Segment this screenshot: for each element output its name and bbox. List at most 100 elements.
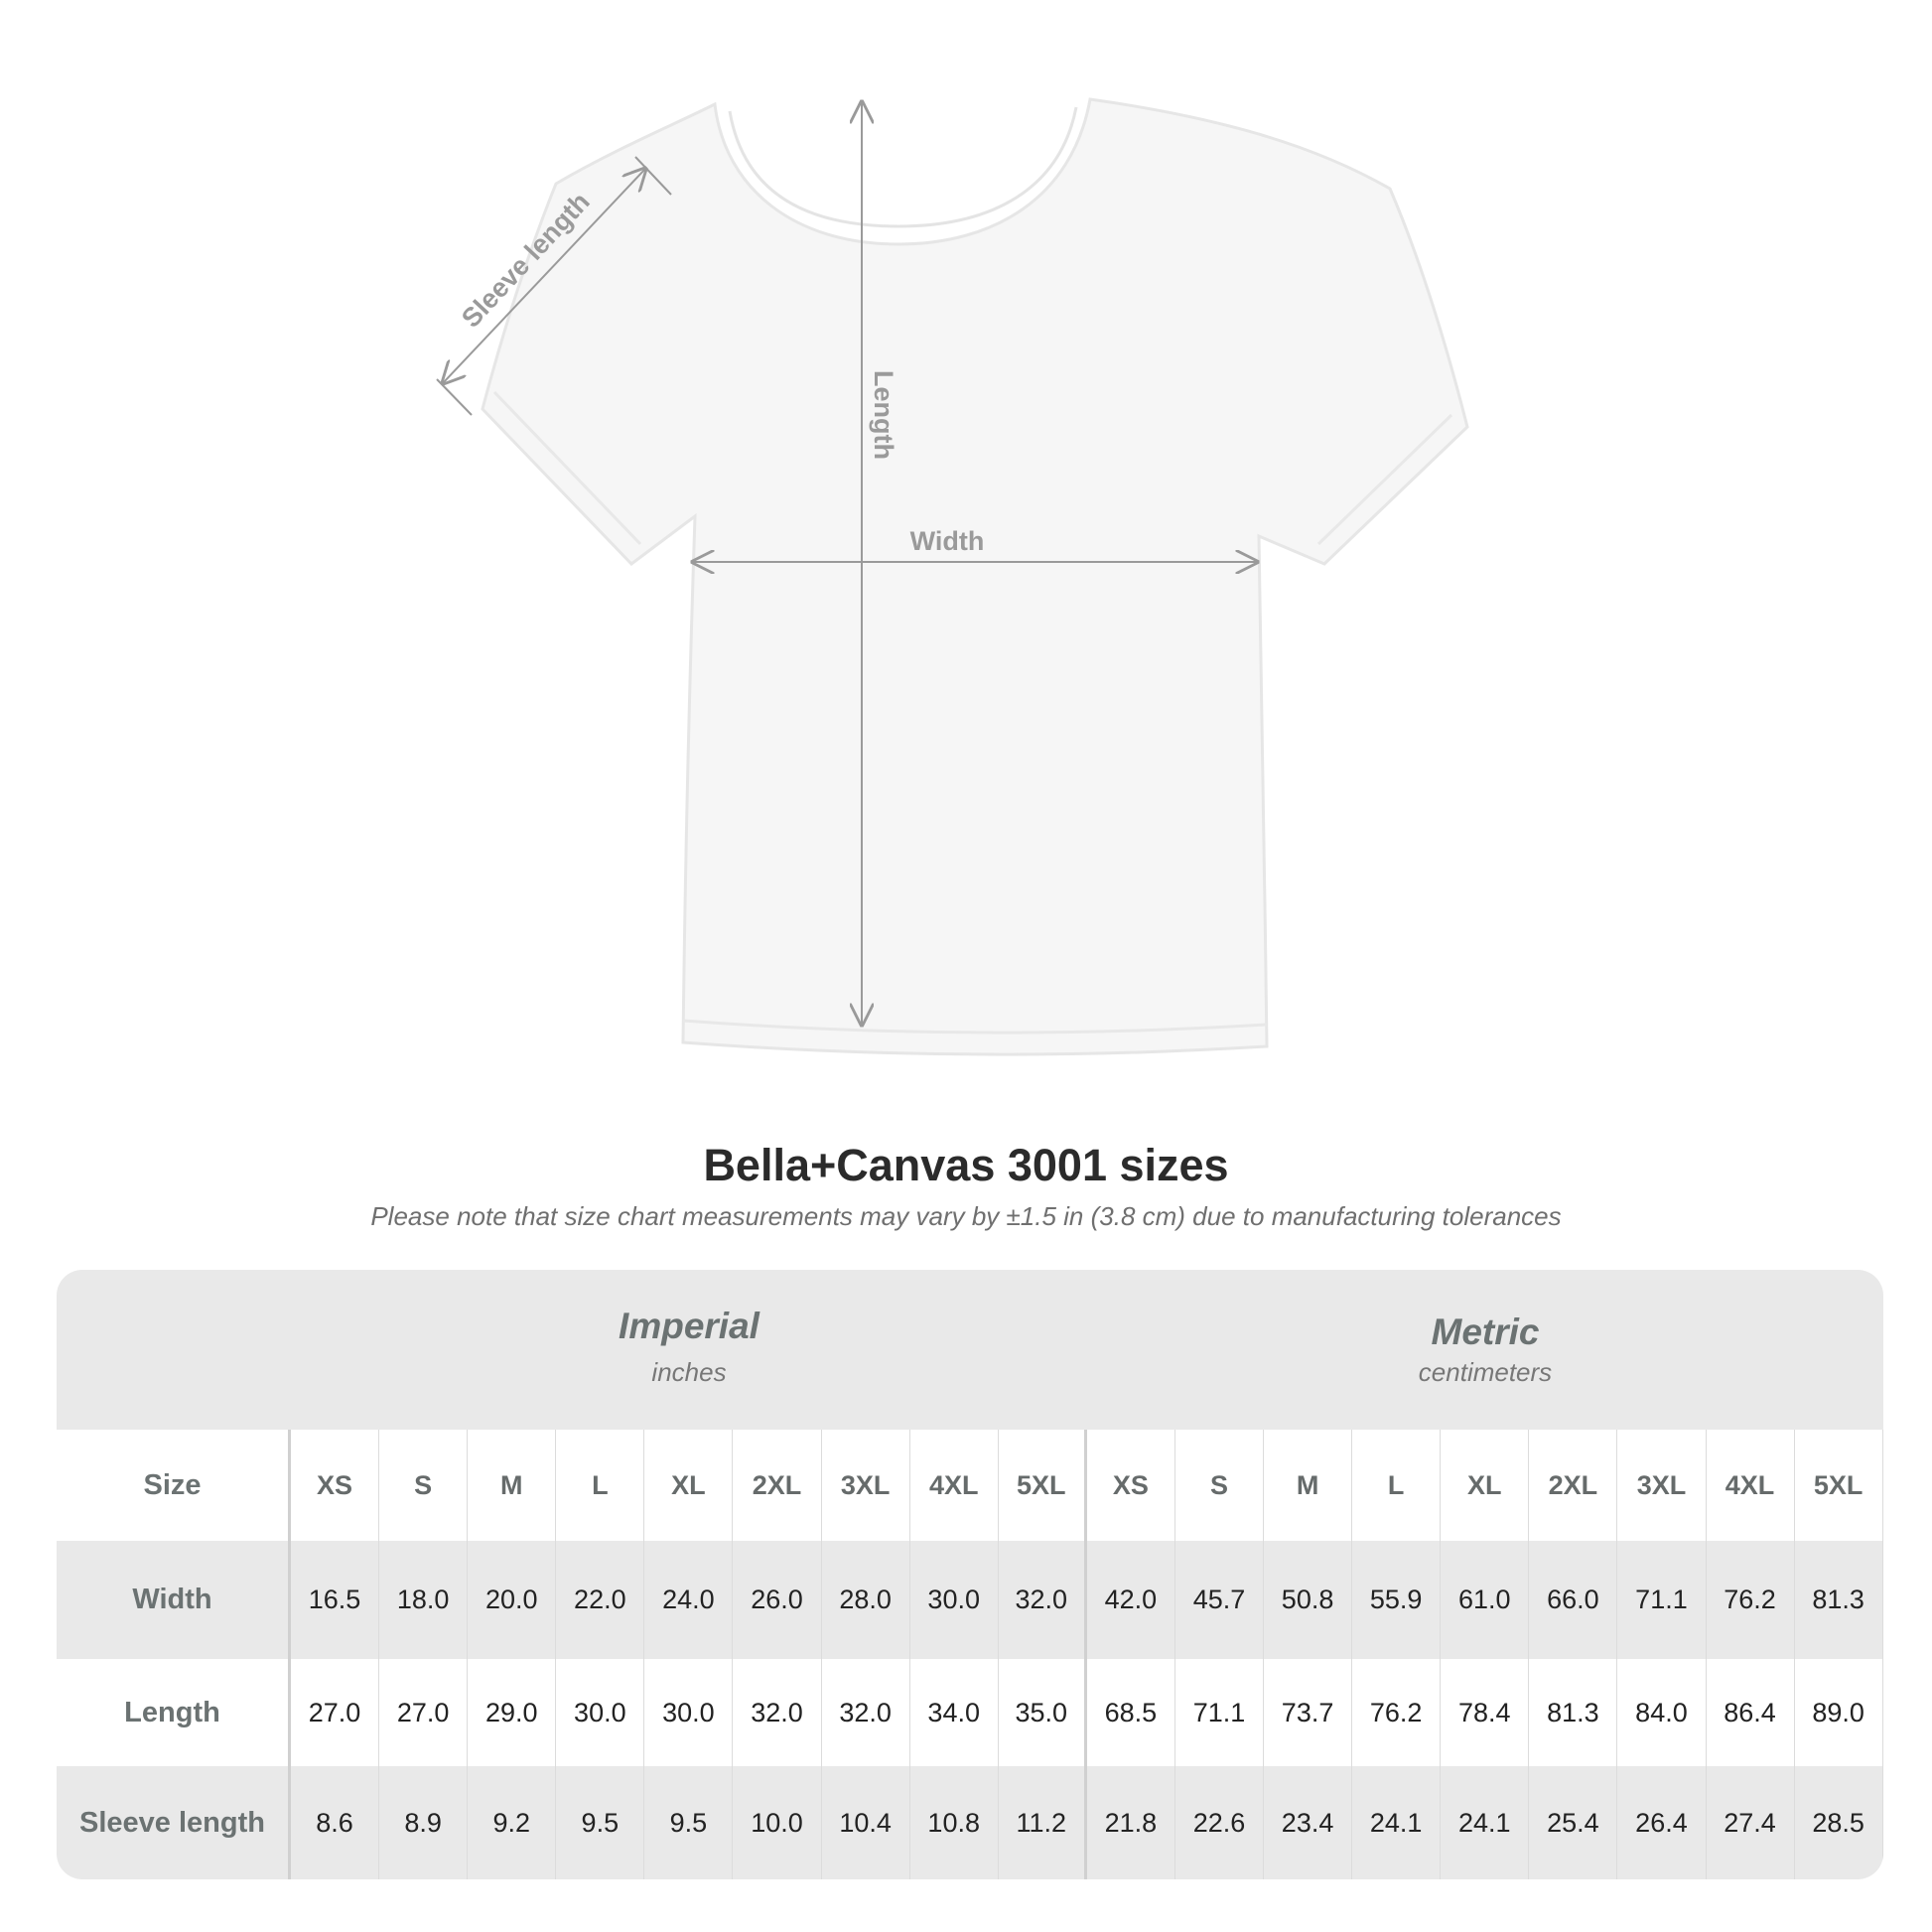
page-title: Bella+Canvas 3001 sizes (703, 1140, 1229, 1190)
imperial-size-header: 4XL (910, 1430, 999, 1541)
right-sleeve-hem (1316, 413, 1453, 546)
imperial-header: Imperial inches (291, 1270, 1087, 1430)
size-chart-table: Imperial inches Metric centimeters Size X… (57, 1270, 1883, 1879)
imperial-value-cell: 20.0 (468, 1541, 557, 1659)
tshirt-shape (481, 97, 1469, 1056)
imperial-value-cell: 9.5 (644, 1766, 734, 1879)
row-label: Width (57, 1541, 291, 1659)
imperial-value-cell: 22.0 (556, 1541, 645, 1659)
imperial-size-header: L (556, 1430, 645, 1541)
imperial-value-cell: 10.8 (910, 1766, 999, 1879)
metric-size-header: 3XL (1617, 1430, 1707, 1541)
metric-value-cell: 81.3 (1529, 1659, 1618, 1766)
imperial-value-cell: 34.0 (910, 1659, 999, 1766)
metric-size-header: 2XL (1529, 1430, 1618, 1541)
imperial-size-header: 3XL (822, 1430, 910, 1541)
imperial-unit: inches (651, 1357, 727, 1387)
tshirt-diagram: Sleeve length Length Width (436, 97, 1469, 1056)
imperial-value-cell: 9.5 (556, 1766, 645, 1879)
metric-size-header: L (1352, 1430, 1442, 1541)
imperial-size-header: S (379, 1430, 469, 1541)
sleeve-length-measure-line (443, 169, 645, 383)
length-label: Length (869, 370, 898, 460)
metric-value-cell: 42.0 (1087, 1541, 1175, 1659)
metric-size-header: M (1264, 1430, 1353, 1541)
metric-value-cell: 76.2 (1352, 1659, 1442, 1766)
metric-value-cell: 71.1 (1175, 1659, 1265, 1766)
imperial-value-cell: 30.0 (644, 1659, 734, 1766)
metric-value-cell: 26.4 (1617, 1766, 1707, 1879)
imperial-value-cell: 10.4 (822, 1766, 910, 1879)
metric-value-cell: 73.7 (1264, 1659, 1353, 1766)
metric-size-header: 5XL (1795, 1430, 1883, 1541)
metric-value-cell: 68.5 (1087, 1659, 1175, 1766)
imperial-value-cell: 35.0 (999, 1659, 1087, 1766)
imperial-value-cell: 26.0 (733, 1541, 822, 1659)
imperial-size-header: M (468, 1430, 557, 1541)
imperial-value-cell: 32.0 (822, 1659, 910, 1766)
imperial-value-cell: 27.0 (291, 1659, 380, 1766)
left-sleeve-hem (492, 390, 642, 546)
imperial-value-cell: 30.0 (910, 1541, 999, 1659)
row-label: Length (57, 1659, 291, 1766)
metric-value-cell: 84.0 (1617, 1659, 1707, 1766)
metric-header: Metric centimeters (1087, 1270, 1883, 1430)
imperial-size-header: XS (291, 1430, 380, 1541)
tolerance-note: Please note that size chart measurements… (370, 1201, 1562, 1231)
imperial-value-cell: 24.0 (644, 1541, 734, 1659)
metric-value-cell: 78.4 (1441, 1659, 1530, 1766)
imperial-title: Imperial (619, 1306, 759, 1346)
imperial-size-header: 2XL (733, 1430, 822, 1541)
table-row: Width 16.5 18.0 20.0 22.0 24.0 26.0 28.0 30.0 32.… (57, 1541, 1883, 1659)
metric-value-cell: 86.4 (1707, 1659, 1795, 1766)
imperial-value-cell: 30.0 (556, 1659, 645, 1766)
metric-value-cell: 21.8 (1087, 1766, 1175, 1879)
imperial-value-cell: 28.0 (822, 1541, 910, 1659)
imperial-value-cell: 32.0 (733, 1659, 822, 1766)
metric-value-cell: 55.9 (1352, 1541, 1442, 1659)
imperial-size-header: XL (644, 1430, 734, 1541)
table-row: Length 27.0 27.0 29.0 30.0 30.0 32.0 32.0 34.0 35… (57, 1659, 1883, 1766)
sleeve-tick-end (634, 156, 672, 196)
metric-value-cell: 22.6 (1175, 1766, 1265, 1879)
metric-size-header: XL (1441, 1430, 1530, 1541)
metric-value-cell: 24.1 (1352, 1766, 1442, 1879)
metric-value-cell: 71.1 (1617, 1541, 1707, 1659)
metric-value-cell: 45.7 (1175, 1541, 1265, 1659)
sleeve-tick-start (436, 378, 473, 416)
metric-value-cell: 76.2 (1707, 1541, 1795, 1659)
metric-value-cell: 50.8 (1264, 1541, 1353, 1659)
metric-value-cell: 28.5 (1795, 1766, 1883, 1879)
imperial-value-cell: 29.0 (468, 1659, 557, 1766)
imperial-size-header: 5XL (999, 1430, 1087, 1541)
metric-size-header: S (1175, 1430, 1265, 1541)
metric-value-cell: 25.4 (1529, 1766, 1618, 1879)
metric-value-cell: 27.4 (1707, 1766, 1795, 1879)
metric-value-cell: 66.0 (1529, 1541, 1618, 1659)
imperial-value-cell: 18.0 (379, 1541, 469, 1659)
imperial-value-cell: 16.5 (291, 1541, 380, 1659)
imperial-value-cell: 32.0 (999, 1541, 1087, 1659)
metric-value-cell: 81.3 (1795, 1541, 1883, 1659)
imperial-value-cell: 9.2 (468, 1766, 557, 1879)
imperial-value-cell: 8.9 (379, 1766, 469, 1879)
size-header-row: Size XS S M L XL 2XL 3XL 4XL 5XL XS S M L XL 2XL 3XL 4XL 5… (57, 1430, 1883, 1541)
imperial-value-cell: 11.2 (999, 1766, 1087, 1879)
neckband (728, 106, 1078, 228)
imperial-value-cell: 10.0 (733, 1766, 822, 1879)
metric-value-cell: 89.0 (1795, 1659, 1883, 1766)
metric-title: Metric (1431, 1311, 1540, 1352)
metric-size-header: 4XL (1707, 1430, 1795, 1541)
imperial-value-cell: 8.6 (291, 1766, 380, 1879)
row-label: Sleeve length (57, 1766, 291, 1879)
width-label: Width (910, 526, 985, 556)
table-row: Sleeve length 8.6 8.9 9.2 9.5 9.5 10.0 10.4 10.8… (57, 1766, 1883, 1879)
imperial-value-cell: 27.0 (379, 1659, 469, 1766)
metric-value-cell: 24.1 (1441, 1766, 1530, 1879)
metric-value-cell: 61.0 (1441, 1541, 1530, 1659)
metric-size-header: XS (1087, 1430, 1175, 1541)
bottom-hem (682, 1019, 1268, 1035)
metric-value-cell: 23.4 (1264, 1766, 1353, 1879)
metric-unit: centimeters (1418, 1357, 1553, 1387)
size-label: Size (57, 1430, 291, 1541)
